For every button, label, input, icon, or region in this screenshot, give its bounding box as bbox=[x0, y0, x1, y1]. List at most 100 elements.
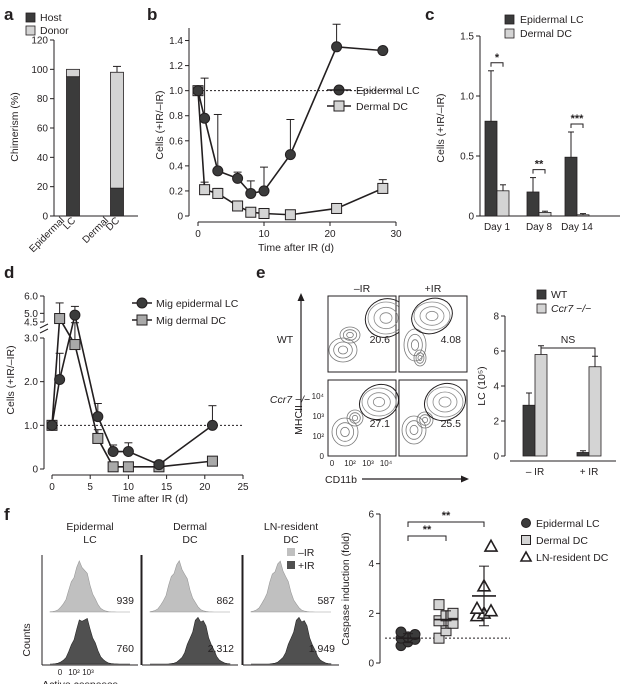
lc-e-ytick-label: 4 bbox=[493, 382, 499, 393]
cells-c-ytick-label: 0.5 bbox=[460, 152, 474, 163]
histogram-xtick-label: 0 bbox=[58, 668, 63, 677]
data-point-square bbox=[284, 209, 296, 221]
data-point-circle bbox=[245, 187, 257, 199]
density-contour bbox=[346, 409, 364, 427]
data-point-circle bbox=[258, 185, 270, 197]
legend-label: Ccr7 −/− bbox=[551, 303, 591, 315]
row-label: WT bbox=[277, 334, 294, 346]
legend-marker bbox=[136, 297, 148, 309]
data-point-square bbox=[433, 599, 445, 611]
cells-b-ytick-label: 0.6 bbox=[169, 136, 183, 147]
density-contour bbox=[409, 424, 419, 436]
density-contour bbox=[367, 392, 391, 412]
data-point-triangle bbox=[483, 538, 499, 552]
cells-d-xtick-label: 0 bbox=[49, 482, 55, 493]
panel-label-c: c bbox=[425, 5, 434, 24]
gate-percentage: 20.6 bbox=[370, 334, 391, 346]
chimerism-xtick-label: LC bbox=[61, 215, 78, 232]
density-contour bbox=[432, 391, 458, 413]
data-point-triangle bbox=[483, 603, 499, 617]
mfi-minus-ir: 587 bbox=[317, 595, 335, 607]
histogram-ylabel: Counts bbox=[21, 623, 33, 656]
legend-label: Host bbox=[40, 12, 62, 24]
density-contour bbox=[407, 333, 423, 357]
row-label: Ccr7 −/− bbox=[270, 394, 310, 406]
chimerism-bar-donor bbox=[66, 68, 80, 78]
data-point-circle bbox=[199, 112, 211, 124]
lc-e-ytick-label: 0 bbox=[493, 452, 499, 463]
significance-bracket bbox=[540, 347, 596, 357]
data-point-circle bbox=[46, 419, 58, 431]
data-point-square bbox=[92, 432, 104, 444]
chimerism-ytick-label: 40 bbox=[37, 153, 49, 164]
mfi-plus-ir: 2,312 bbox=[208, 643, 234, 655]
cells-d-ylabel: Cells (+IR/–IR) bbox=[5, 345, 17, 414]
data-point-square bbox=[54, 313, 66, 325]
legend-label: WT bbox=[551, 289, 568, 301]
density-contour bbox=[351, 414, 359, 422]
gate-percentage: 27.1 bbox=[370, 418, 391, 430]
chimerism-ytick-label: 120 bbox=[31, 36, 48, 47]
lc-e-xtick-label: – IR bbox=[526, 467, 544, 478]
density-contour bbox=[425, 310, 439, 322]
density-contour bbox=[415, 352, 425, 364]
cells-d-xtick-label: 10 bbox=[123, 482, 135, 493]
density-contour bbox=[337, 345, 349, 355]
density-contour bbox=[403, 328, 427, 362]
flow-ytick-label: 10³ bbox=[312, 412, 324, 421]
density-contour bbox=[419, 414, 431, 426]
data-point-square bbox=[212, 187, 224, 199]
mfi-minus-ir: 862 bbox=[216, 595, 234, 607]
density-contour bbox=[379, 312, 393, 324]
bar-ccr7 bbox=[588, 366, 602, 457]
cells-b-ytick-label: 1.0 bbox=[169, 86, 183, 97]
cells-b-xtick-label: 30 bbox=[390, 229, 402, 240]
density-contour bbox=[373, 306, 399, 330]
legend-marker bbox=[521, 535, 531, 545]
density-contour bbox=[328, 337, 358, 363]
caspase-ytick-label: 0 bbox=[368, 659, 374, 670]
data-point-square bbox=[331, 202, 343, 214]
lc-e-xtick-label: + IR bbox=[580, 467, 599, 478]
cells-c-xtick-label: Day 14 bbox=[561, 222, 593, 233]
mfi-plus-ir: 760 bbox=[116, 643, 134, 655]
data-point-square bbox=[107, 461, 119, 473]
histogram-column-header: DC bbox=[182, 534, 198, 546]
histogram-column-header: Dermal bbox=[173, 521, 207, 533]
mfi-plus-ir: 1,949 bbox=[309, 643, 335, 655]
significance-stars: ** bbox=[423, 524, 432, 536]
legend-label: Donor bbox=[40, 25, 69, 37]
arrowhead-icon bbox=[297, 293, 305, 301]
density-contour bbox=[340, 426, 350, 438]
bar-dermal-dc bbox=[538, 211, 552, 217]
significance-bracket bbox=[532, 169, 546, 174]
legend-swatch bbox=[536, 303, 547, 314]
density-contour bbox=[426, 386, 464, 418]
data-point-circle bbox=[206, 419, 218, 431]
legend-marker bbox=[136, 314, 148, 326]
data-point-circle bbox=[395, 626, 407, 638]
flow-ylabel: MHCII bbox=[293, 405, 305, 435]
bar-epidermal-lc bbox=[564, 156, 578, 217]
significance-bracket bbox=[490, 62, 504, 67]
legend-label: Epidermal LC bbox=[520, 14, 584, 26]
histogram-plus-ir bbox=[150, 616, 231, 665]
density-contour bbox=[361, 387, 397, 417]
data-point-circle bbox=[92, 411, 104, 423]
legend-swatch bbox=[504, 14, 515, 25]
flow-xlabel: CD11b bbox=[325, 474, 357, 486]
density-contour bbox=[331, 417, 359, 447]
density-contour bbox=[333, 341, 353, 359]
bar-dermal-dc bbox=[576, 214, 590, 217]
cells-b-xtick-label: 10 bbox=[258, 229, 270, 240]
flow-xtick-label: 10⁴ bbox=[380, 459, 393, 468]
legend-label: Dermal DC bbox=[520, 28, 572, 40]
data-point-circle bbox=[122, 446, 134, 458]
cells-b-xtick-label: 0 bbox=[195, 229, 201, 240]
legend-marker bbox=[333, 100, 345, 112]
bar-wt bbox=[576, 452, 590, 457]
cells-b-ytick-label: 0.2 bbox=[169, 186, 183, 197]
significance-bracket bbox=[407, 521, 485, 527]
legend-swatch bbox=[287, 548, 295, 556]
data-point-circle bbox=[153, 459, 165, 471]
